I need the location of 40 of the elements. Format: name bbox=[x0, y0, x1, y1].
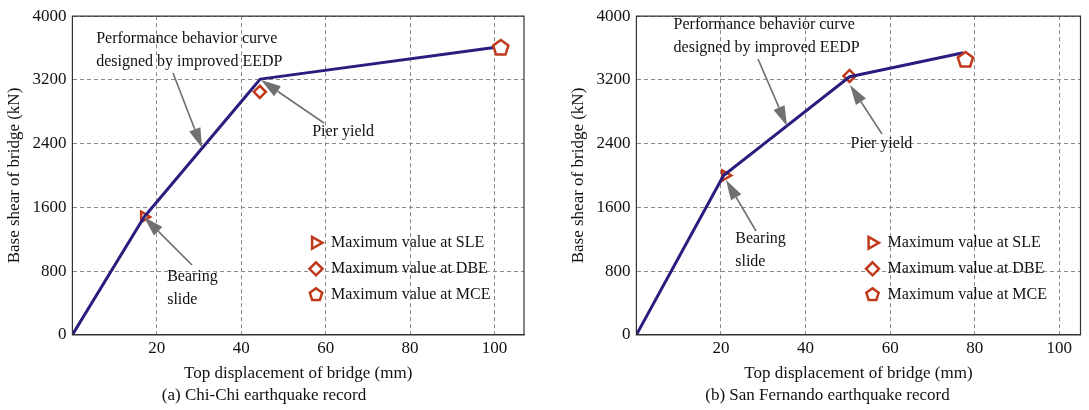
annotation: Pier yield bbox=[850, 133, 913, 152]
legend-label: Maximum value at SLE bbox=[331, 233, 485, 250]
y-tick-label: 3200 bbox=[596, 69, 631, 89]
annotation: Performance behavior curve designed by improved EEDP bbox=[96, 29, 283, 71]
legend-label: Maximum value at MCE bbox=[887, 285, 1048, 302]
x-tick-label: 60 bbox=[317, 338, 335, 358]
x-axis-title: Top displacement of bridge (mm) bbox=[184, 362, 413, 382]
annotation: Pier yield bbox=[312, 122, 374, 141]
x-tick-label: 20 bbox=[712, 338, 730, 358]
y-tick-label: 4000 bbox=[32, 5, 67, 25]
legend-label: Maximum value at DBE bbox=[887, 259, 1045, 276]
y-tick-label: 2400 bbox=[32, 133, 67, 153]
legend-label: Maximum value at DBE bbox=[331, 259, 488, 276]
y-tick-label: 4000 bbox=[596, 5, 631, 25]
x-axis-title: Top displacement of bridge (mm) bbox=[744, 362, 973, 382]
legend-label: Maximum value at SLE bbox=[887, 233, 1041, 250]
annotation: Bearing slide bbox=[167, 267, 218, 308]
y-axis-title: Base shear of bridge (kN) bbox=[3, 87, 23, 264]
y-tick-label: 1600 bbox=[32, 196, 67, 216]
x-tick-label: 100 bbox=[1046, 338, 1073, 358]
x-tick-label: 100 bbox=[481, 338, 508, 358]
y-axis-title: Base shear of bridge (kN) bbox=[567, 87, 587, 264]
x-tick-label: 20 bbox=[148, 338, 166, 358]
y-tick-label: 1600 bbox=[596, 196, 631, 216]
x-tick-label: 40 bbox=[797, 338, 815, 358]
annotation: Performance behavior curve designed by improved EEDP bbox=[673, 15, 860, 57]
x-tick-label: 40 bbox=[232, 338, 250, 358]
text: (b) San Fernando earthquake record bbox=[705, 385, 951, 405]
y-tick-label: 0 bbox=[621, 324, 631, 344]
x-tick-label: 80 bbox=[966, 338, 984, 358]
y-tick-label: 2400 bbox=[596, 133, 631, 153]
y-tick-label: 800 bbox=[40, 260, 67, 280]
y-tick-label: 0 bbox=[57, 324, 67, 344]
x-tick-label: 60 bbox=[881, 338, 899, 358]
legend-label: Maximum value at MCE bbox=[331, 285, 491, 302]
annotation: Bearing slide bbox=[735, 228, 786, 269]
y-tick-label: 800 bbox=[604, 260, 631, 280]
y-tick-label: 3200 bbox=[32, 69, 67, 89]
text: (a) Chi-Chi earthquake record bbox=[161, 385, 367, 405]
x-tick-label: 80 bbox=[401, 338, 419, 358]
